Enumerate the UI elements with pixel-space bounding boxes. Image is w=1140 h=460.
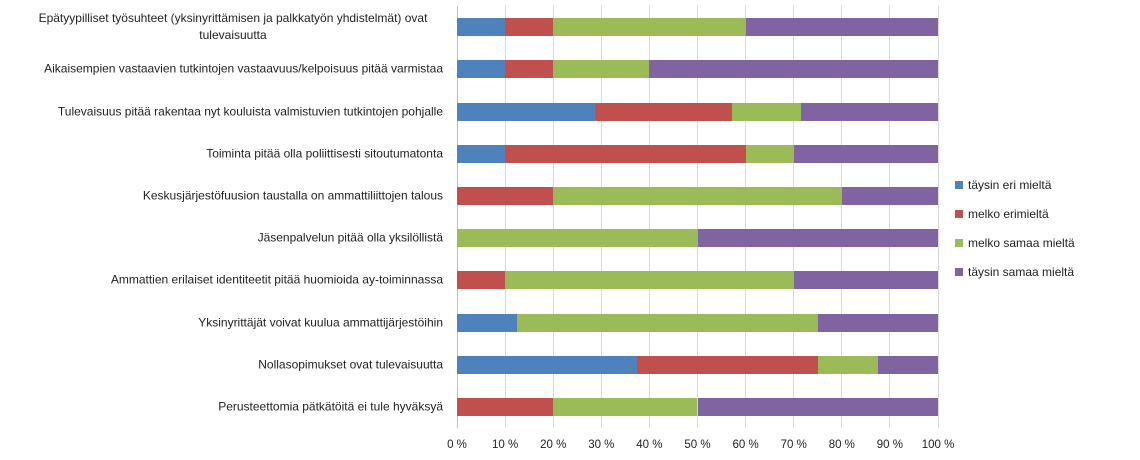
legend-swatch: [955, 210, 963, 218]
category-label: Aikaisempien vastaavien tutkintojen vast…: [44, 61, 443, 76]
bar-segment: [457, 229, 698, 248]
category-label: Ammattien erilaiset identiteetit pitää h…: [110, 272, 443, 287]
x-tick-label: 30 %: [588, 439, 615, 451]
x-tick-label: 0 %: [447, 439, 467, 451]
bar-segment: [793, 144, 938, 163]
bar-segment: [553, 60, 650, 79]
grid-line: [456, 6, 458, 428]
bar-segment: [793, 271, 938, 290]
bar-segment: [505, 60, 554, 79]
bar-segment: [517, 313, 818, 332]
bar-segment: [553, 186, 842, 205]
bar-segment: [457, 18, 506, 37]
category-label: Jäsenpalvelun pitää olla yksilöllistä: [257, 230, 443, 245]
x-tick-label: 100 %: [921, 439, 955, 451]
legend-swatch: [955, 181, 963, 189]
x-tick-label: 70 %: [780, 439, 807, 451]
bar-segment: [553, 18, 746, 37]
grid-line: [889, 6, 891, 428]
x-tick-label: 90 %: [876, 439, 903, 451]
bar-segment: [505, 144, 746, 163]
grid-line: [552, 6, 554, 428]
bar-segment: [841, 186, 938, 205]
bar-segment: [817, 355, 878, 374]
bar-segment: [505, 18, 554, 37]
bar-segment: [817, 313, 938, 332]
bar-segment: [553, 397, 698, 416]
grid-line: [841, 6, 843, 428]
category-label: Epätyypilliset työsuhteet (yksinyrittämi…: [38, 11, 428, 43]
x-tick-label: 20 %: [540, 439, 567, 451]
x-tick-label: 40 %: [636, 439, 663, 451]
bar-segment: [457, 313, 518, 332]
category-label: Toiminta pitää olla poliittisesti sitout…: [206, 146, 443, 161]
category-label: Perusteettomia pätkätöitä ei tule hyväks…: [218, 399, 443, 414]
category-label: Keskusjärjestöfuusion taustalla on ammat…: [142, 188, 443, 203]
bar-segment: [732, 102, 801, 121]
bar-segment: [637, 355, 818, 374]
legend-label: täysin eri mieltä: [968, 178, 1052, 192]
bar-segment: [457, 355, 638, 374]
legend-label: täysin samaa mieltä: [968, 265, 1075, 279]
legend-label: melko erimieltä: [968, 207, 1049, 221]
bar-segment: [877, 355, 938, 374]
category-label: Nollasopimukset ovat tulevaisuutta: [258, 357, 443, 372]
legend-label: melko samaa mieltä: [968, 236, 1075, 250]
bar-segment: [697, 397, 938, 416]
grid-line: [937, 6, 939, 428]
bar-segment: [649, 60, 938, 79]
bar-segment: [697, 229, 938, 248]
x-tick-label: 50 %: [684, 439, 711, 451]
grid-line: [697, 6, 698, 428]
x-tick-label: 60 %: [732, 439, 759, 451]
grid-line: [648, 6, 650, 428]
grid-line: [504, 6, 506, 428]
bar-segment: [457, 186, 554, 205]
bar-segment: [594, 102, 733, 121]
x-tick-label: 10 %: [491, 439, 519, 451]
grid-line: [793, 6, 795, 428]
bar-segment: [505, 271, 794, 290]
bar-segment: [457, 271, 506, 290]
grid-line: [745, 6, 747, 428]
legend-swatch: [955, 239, 963, 247]
x-tick-label: 80 %: [828, 439, 855, 451]
category-label: Yksinyrittäjät voivat kuulua ammattijärj…: [198, 315, 443, 329]
bar-segment: [800, 102, 938, 121]
bar-segment: [457, 144, 506, 163]
category-label: Tulevaisuus pitää rakentaa nyt kouluista…: [57, 104, 443, 118]
bar-segment: [457, 102, 595, 121]
legend-swatch: [955, 268, 963, 276]
bar-segment: [457, 60, 506, 79]
bar-segment: [745, 144, 794, 163]
bar-segment: [457, 397, 554, 416]
grid-line: [600, 6, 602, 428]
bar-segment: [745, 18, 938, 37]
